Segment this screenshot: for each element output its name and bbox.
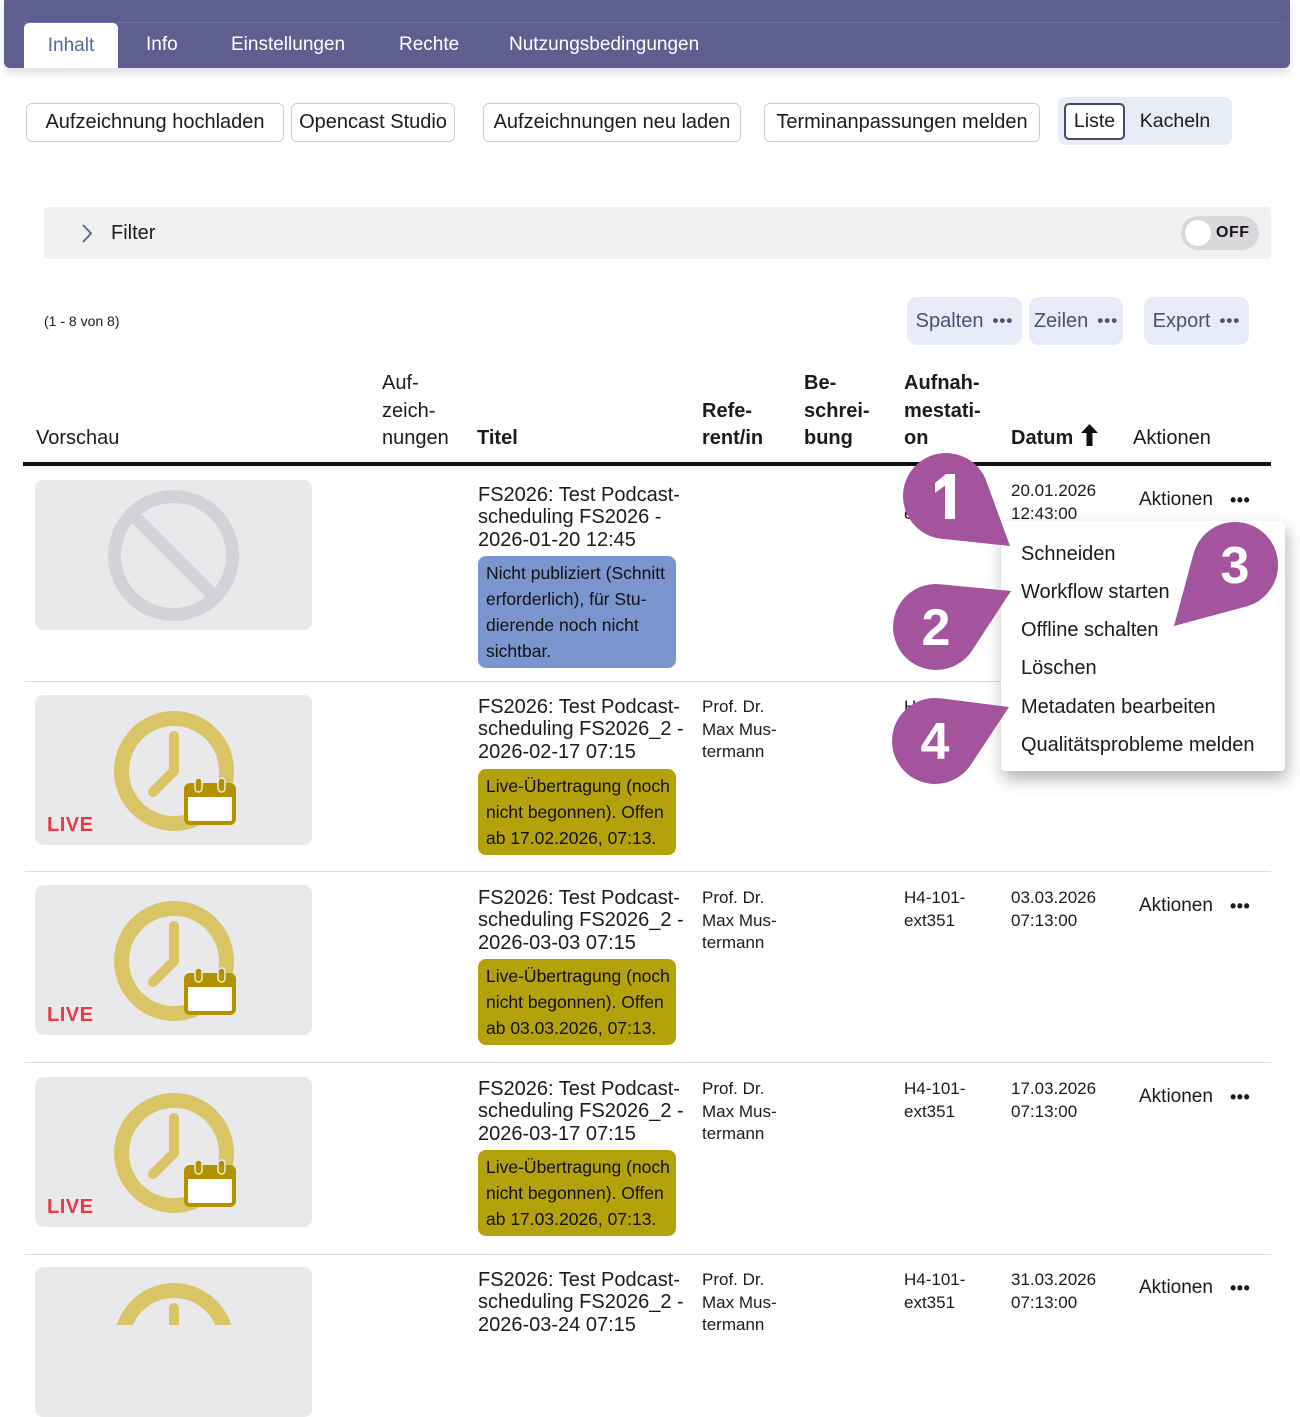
svg-text:3: 3 [1221,537,1250,595]
svg-text:2: 2 [922,599,951,657]
svg-text:4: 4 [921,713,950,771]
